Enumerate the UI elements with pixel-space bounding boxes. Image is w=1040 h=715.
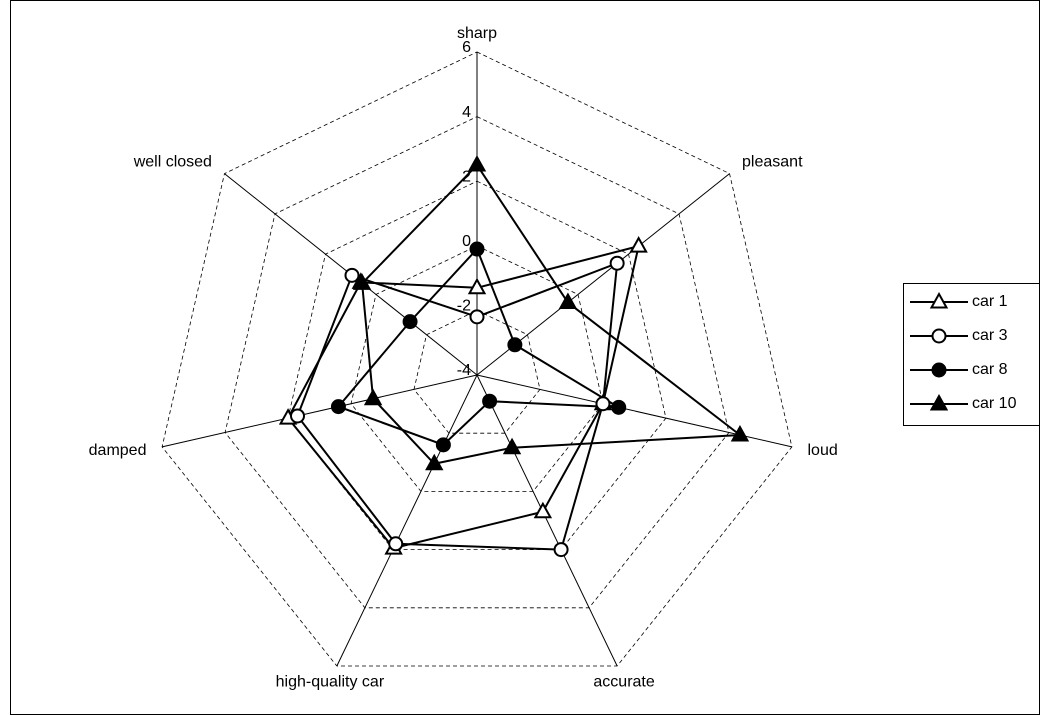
legend-label: car 8 bbox=[972, 361, 1008, 378]
marker bbox=[611, 399, 627, 415]
legend-marker bbox=[929, 393, 949, 411]
marker bbox=[467, 277, 487, 295]
series-line bbox=[361, 163, 743, 465]
grid-ring bbox=[287, 180, 667, 551]
series-line bbox=[286, 244, 640, 550]
marker bbox=[507, 337, 523, 353]
marker bbox=[482, 393, 498, 409]
marker bbox=[363, 388, 383, 406]
axis-label: accurate bbox=[593, 673, 654, 690]
axis-label: loud bbox=[808, 442, 838, 459]
marker bbox=[553, 542, 569, 558]
marker bbox=[469, 309, 485, 325]
legend-box bbox=[903, 283, 1040, 426]
marker bbox=[533, 501, 553, 519]
series-line bbox=[296, 261, 619, 551]
marker bbox=[502, 437, 522, 455]
marker bbox=[467, 154, 487, 172]
marker bbox=[595, 396, 611, 412]
marker bbox=[629, 236, 648, 253]
spoke bbox=[476, 374, 618, 667]
legend-label: car 1 bbox=[972, 293, 1008, 310]
marker bbox=[609, 255, 625, 271]
marker bbox=[290, 408, 306, 424]
tick-label: 4 bbox=[462, 104, 471, 121]
axis-label: sharp bbox=[457, 25, 497, 42]
axis-label: damped bbox=[89, 442, 147, 459]
axis-label: pleasant bbox=[742, 154, 803, 171]
marker bbox=[730, 424, 750, 442]
marker bbox=[402, 314, 418, 330]
legend-label: car 10 bbox=[972, 395, 1017, 412]
marker bbox=[425, 453, 444, 471]
spoke bbox=[336, 374, 478, 667]
legend-marker bbox=[931, 362, 947, 378]
marker bbox=[330, 399, 346, 415]
marker bbox=[344, 267, 360, 283]
marker bbox=[435, 437, 451, 453]
marker bbox=[352, 273, 372, 290]
series-line bbox=[336, 247, 620, 446]
tick-label: 6 bbox=[462, 39, 471, 56]
legend-label: car 3 bbox=[972, 327, 1008, 344]
axis-label: well closed bbox=[133, 154, 212, 171]
chart-frame bbox=[10, 0, 1040, 715]
marker bbox=[388, 536, 404, 552]
legend-marker bbox=[931, 328, 947, 344]
axis-label: high-quality car bbox=[276, 673, 385, 690]
marker bbox=[469, 241, 485, 257]
grid-ring bbox=[161, 51, 793, 667]
tick-label: -4 bbox=[457, 362, 471, 379]
marker bbox=[558, 292, 578, 310]
grid-ring bbox=[224, 116, 730, 609]
spoke bbox=[161, 374, 478, 448]
legend-marker bbox=[929, 291, 949, 309]
grid-ring bbox=[350, 245, 604, 492]
tick-label: 0 bbox=[462, 233, 471, 250]
grid-ring bbox=[413, 309, 541, 434]
